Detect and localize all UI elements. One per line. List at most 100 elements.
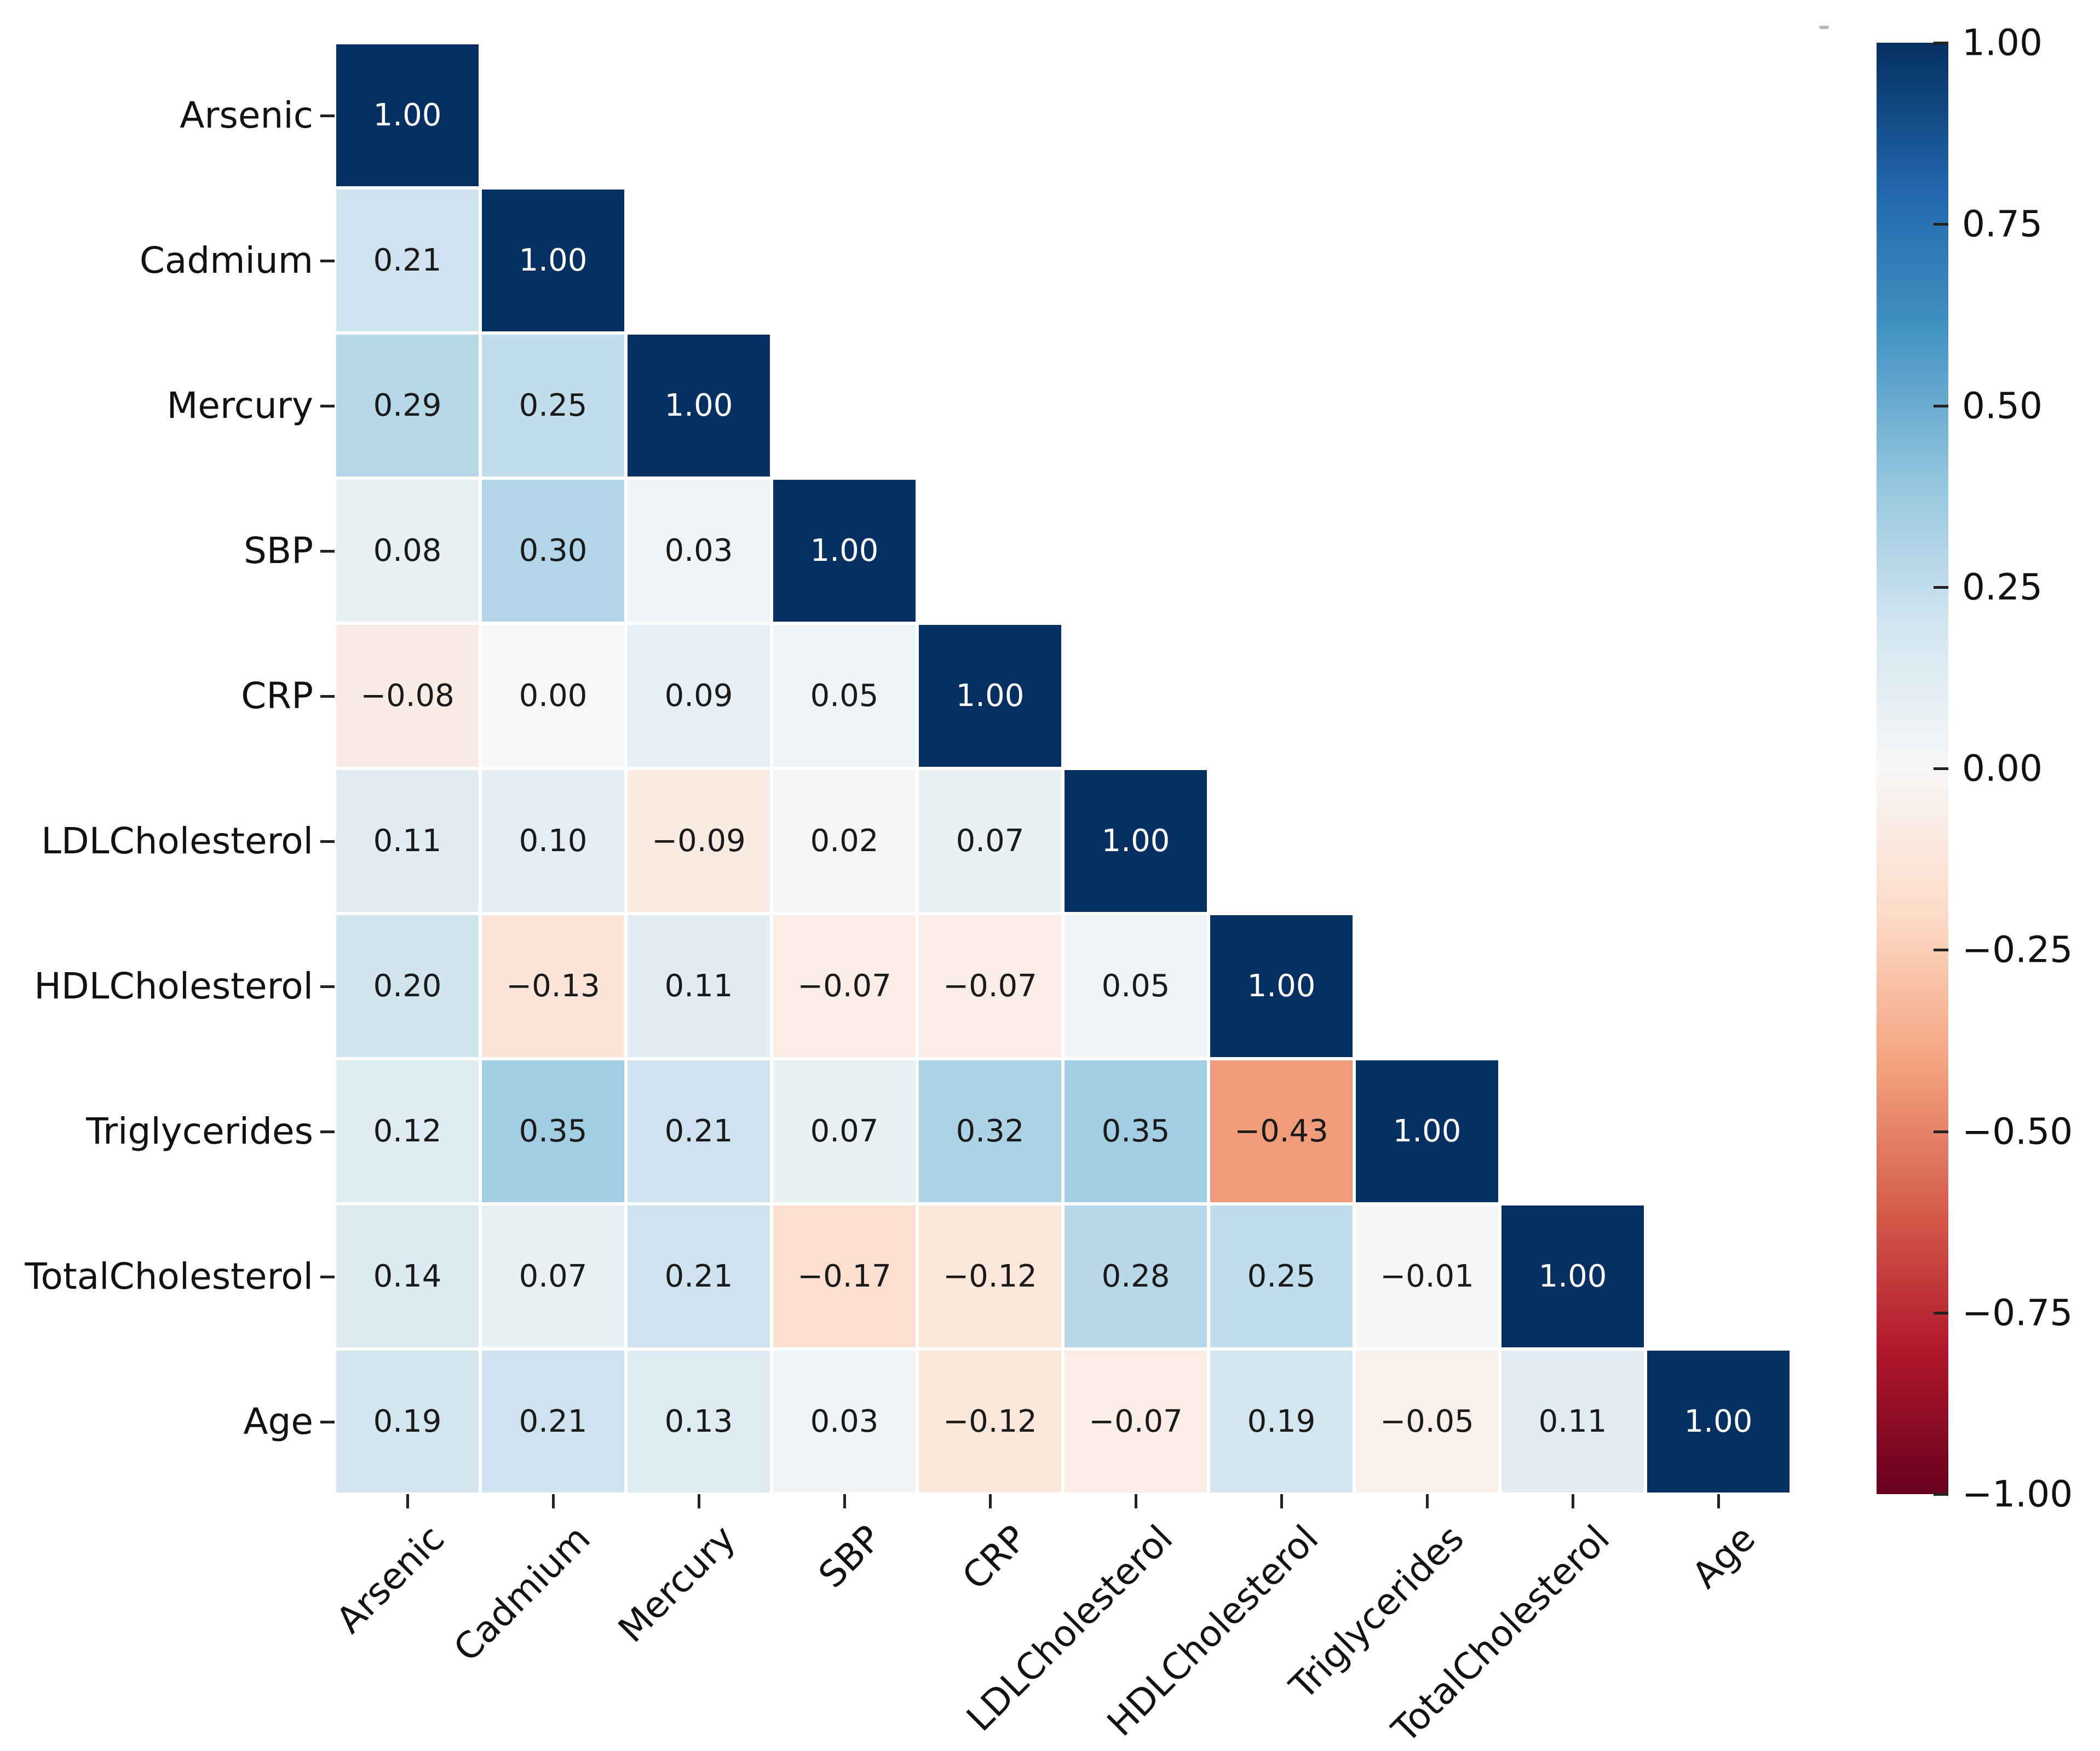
cell-value: −0.12: [943, 1258, 1037, 1294]
heatmap-cell: 0.03: [772, 1349, 917, 1494]
y-tick-label: Mercury: [166, 384, 313, 427]
y-tick-mark: [320, 549, 335, 553]
cell-value: 0.05: [810, 678, 879, 714]
y-tick-mark: [320, 985, 335, 988]
heatmap-cell: 0.19: [335, 1349, 480, 1494]
heatmap-cell: 0.03: [626, 478, 772, 623]
cell-value: 0.07: [956, 823, 1025, 859]
heatmap-cell: 1.00: [772, 478, 917, 623]
cell-value: 0.00: [519, 678, 588, 714]
cell-value: 1.00: [1247, 968, 1316, 1004]
heatmap-cell: 0.07: [772, 1059, 917, 1204]
y-tick-mark: [320, 114, 335, 117]
x-tick-label: SBP: [810, 1517, 890, 1597]
y-tick-label: SBP: [244, 529, 313, 572]
y-tick-label: CRP: [241, 674, 313, 717]
heatmap-cell: −0.07: [772, 914, 917, 1059]
y-tick-label: TotalCholesterol: [25, 1255, 313, 1298]
x-tick-label: CRP: [954, 1517, 1035, 1598]
heatmap-cell: 0.05: [1063, 914, 1209, 1059]
heatmap-cell: 0.11: [335, 768, 480, 914]
cell-value: −0.43: [1234, 1113, 1328, 1149]
cell-value: 0.13: [664, 1403, 733, 1439]
colorbar-tick-mark: [1934, 949, 1948, 952]
x-tick-mark: [1717, 1494, 1720, 1508]
heatmap-cell: 1.00: [626, 333, 772, 478]
cell-value: 0.29: [373, 387, 442, 423]
colorbar-tick-mark: [1934, 1130, 1948, 1133]
cell-value: 0.25: [1247, 1258, 1316, 1294]
cell-value: 1.00: [664, 387, 733, 423]
colorbar-tick-mark: [1934, 223, 1948, 226]
cell-value: 0.19: [1247, 1403, 1316, 1439]
heatmap-cell: 1.00: [1500, 1204, 1646, 1349]
x-tick-mark: [406, 1494, 409, 1508]
cell-value: 1.00: [1393, 1113, 1462, 1149]
colorbar-tick-mark: [1934, 767, 1948, 770]
heatmap-cell: 0.11: [626, 914, 772, 1059]
cell-value: 0.19: [373, 1403, 442, 1439]
x-tick-mark: [843, 1494, 846, 1508]
heatmap-cell: 0.02: [772, 768, 917, 914]
cell-value: −0.17: [797, 1258, 891, 1294]
cell-value: 0.07: [810, 1113, 879, 1149]
cell-value: 0.03: [664, 532, 733, 569]
colorbar-tick-label: −1.00: [1962, 1473, 2073, 1515]
cell-value: 0.11: [664, 968, 733, 1004]
heatmap-cell: −0.12: [917, 1349, 1063, 1494]
cell-value: 0.07: [519, 1258, 588, 1294]
cell-value: 0.08: [373, 532, 442, 569]
heatmap-cell: 0.30: [480, 478, 626, 623]
colorbar-tick-label: −0.75: [1962, 1291, 2073, 1334]
heatmap-cell: 0.07: [480, 1204, 626, 1349]
heatmap-cell: −0.05: [1354, 1349, 1500, 1494]
cell-value: 1.00: [810, 532, 879, 569]
cell-value: −0.05: [1380, 1403, 1474, 1439]
cell-value: 0.21: [664, 1113, 733, 1149]
cell-value: −0.08: [360, 678, 454, 714]
colorbar-tick-label: 0.50: [1962, 384, 2043, 427]
heatmap-cell: 0.00: [480, 623, 626, 768]
colorbar-tick-label: 1.00: [1962, 21, 2043, 64]
y-tick-label: LDLCholesterol: [41, 819, 313, 862]
y-tick-label: Arsenic: [180, 94, 313, 136]
heatmap-cell: 0.13: [626, 1349, 772, 1494]
heatmap-cell: 0.19: [1209, 1349, 1354, 1494]
heatmap-cell: 0.14: [335, 1204, 480, 1349]
heatmap-cell: 0.25: [1209, 1204, 1354, 1349]
cell-value: 0.32: [956, 1113, 1025, 1149]
cell-value: 0.28: [1101, 1258, 1170, 1294]
cell-value: 0.02: [810, 823, 879, 859]
y-tick-label: Cadmium: [139, 239, 313, 282]
x-tick-label: Age: [1684, 1517, 1764, 1597]
heatmap-cell: −0.13: [480, 914, 626, 1059]
heatmap-cell: −0.08: [335, 623, 480, 768]
heatmap-cell: 1.00: [1646, 1349, 1791, 1494]
cell-value: 0.14: [373, 1258, 442, 1294]
cell-value: 0.12: [373, 1113, 442, 1149]
cell-value: 0.30: [519, 532, 588, 569]
heatmap-cell: 0.10: [480, 768, 626, 914]
heatmap-cell: 1.00: [1063, 768, 1209, 914]
y-tick-label: Age: [243, 1400, 313, 1443]
cell-value: 0.25: [519, 387, 588, 423]
heatmap-cell: 0.25: [480, 333, 626, 478]
y-tick-mark: [320, 1420, 335, 1423]
cell-value: 0.11: [1538, 1403, 1607, 1439]
cell-value: 1.00: [1684, 1403, 1753, 1439]
x-tick-label: Arsenic: [328, 1517, 453, 1641]
heatmap-cell: 1.00: [335, 43, 480, 188]
heatmap-cell: 0.07: [917, 768, 1063, 914]
x-tick-mark: [1280, 1494, 1283, 1508]
y-tick-mark: [320, 1130, 335, 1133]
heatmap-cell: 0.35: [480, 1059, 626, 1204]
heatmap-cell: 0.20: [335, 914, 480, 1059]
colorbar-tick-mark: [1934, 1311, 1948, 1314]
heatmap-cell: 0.32: [917, 1059, 1063, 1204]
y-tick-mark: [320, 694, 335, 698]
y-tick-label: Triglycerides: [86, 1110, 313, 1152]
cell-value: 0.21: [519, 1403, 588, 1439]
cell-value: 0.03: [810, 1403, 879, 1439]
cell-value: −0.01: [1380, 1258, 1474, 1294]
